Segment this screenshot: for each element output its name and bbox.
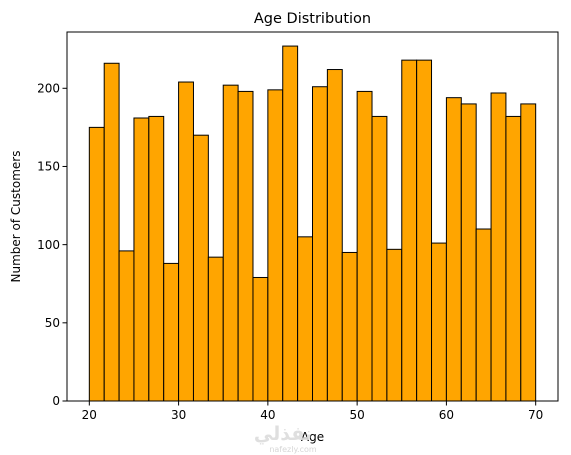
- x-tick-label: 20: [82, 408, 97, 422]
- histogram-bar: [475, 228, 492, 402]
- y-axis-ticks: 0 50 100 150 200: [37, 81, 67, 408]
- histogram-bar: [297, 236, 313, 402]
- x-axis-label: Age: [301, 430, 324, 444]
- histogram-bar: [178, 81, 194, 402]
- histogram-bar: [460, 103, 477, 402]
- histogram-bar: [341, 251, 358, 402]
- watermark-arabic: نفذلي: [254, 423, 312, 445]
- x-tick-label: 60: [439, 408, 454, 422]
- histogram-bar: [267, 89, 284, 402]
- histogram-bar: [386, 248, 403, 402]
- histogram-bar: [163, 262, 180, 402]
- histogram-bar: [282, 45, 299, 402]
- histogram-bar: [103, 62, 120, 402]
- histogram-bars: [88, 45, 537, 402]
- histogram-bar: [401, 59, 418, 402]
- histogram-bar: [490, 92, 507, 402]
- plot-frame: [66, 31, 559, 402]
- histogram-bar: [118, 250, 135, 402]
- histogram-bar: [312, 86, 328, 402]
- y-tick-label: 50: [45, 316, 60, 330]
- y-axis-label: Number of Customers: [9, 151, 23, 283]
- y-tick-label: 100: [37, 238, 60, 252]
- watermark: نفذلي nafezly.com: [254, 423, 317, 454]
- histogram-bar: [88, 126, 105, 402]
- histogram-bar: [356, 90, 373, 402]
- histogram-bar: [505, 115, 522, 402]
- histogram-bar: [431, 242, 447, 402]
- histogram-bar: [445, 97, 462, 402]
- x-tick-label: 70: [528, 408, 543, 422]
- histogram-bar: [520, 103, 537, 402]
- y-tick-label: 200: [37, 81, 60, 95]
- histogram-bar: [192, 134, 209, 402]
- histogram-bar: [237, 90, 254, 402]
- histogram-bar: [371, 115, 388, 402]
- histogram-bar: [252, 276, 269, 402]
- x-tick-label: 30: [171, 408, 186, 422]
- histogram-bar: [326, 69, 343, 402]
- x-tick-label: 40: [260, 408, 275, 422]
- histogram-bar: [416, 59, 433, 402]
- y-tick-label: 150: [37, 160, 60, 174]
- x-tick-label: 50: [349, 408, 364, 422]
- watermark-latin: nafezly.com: [269, 445, 317, 454]
- histogram-bar: [207, 256, 224, 402]
- histogram-bar: [148, 115, 165, 402]
- chart-title: Age Distribution: [254, 11, 371, 27]
- y-tick-label: 0: [52, 394, 60, 408]
- histogram-bar: [133, 117, 150, 402]
- histogram-bar: [222, 84, 239, 402]
- x-axis-ticks: 20 30 40 50 60 70: [82, 401, 543, 422]
